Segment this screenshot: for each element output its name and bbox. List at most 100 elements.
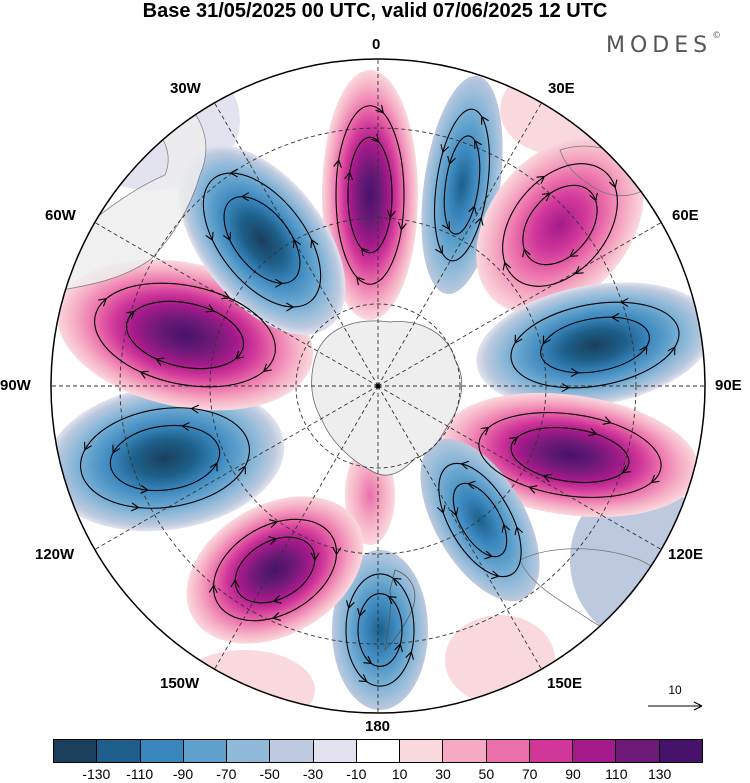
colorbar-swatch [96,740,140,762]
lon-label-0: 0 [372,36,381,53]
streamline-arrowhead [528,485,538,494]
streamline-arrowhead [392,577,402,586]
colorbar-swatch [226,740,270,762]
streamline [452,482,508,558]
lon-label-60e: 60E [672,207,699,224]
streamline-arrowhead [490,570,500,580]
streamlines [79,104,680,687]
streamline-arrowhead [466,480,476,490]
streamline [443,135,481,235]
streamline-arrowhead [357,607,366,617]
streamline-arrowhead [588,427,598,437]
streamline-arrowhead [447,155,456,165]
streamline-arrowhead [310,552,320,561]
streamline-arrowhead [468,205,477,215]
streamline-arrowhead [460,460,470,470]
streamline-arrowhead [514,526,524,536]
streamline [79,407,251,509]
streamline-arrowhead [405,650,414,660]
colorbar-swatch [572,740,616,762]
streamline [510,301,680,389]
streamline-arrowhead [332,546,342,556]
streamline-arrowhead [542,473,552,483]
colorbar-tick-label: -110 [126,766,154,782]
streamline-arrowhead [292,238,301,249]
reference-vector-arrow [648,701,703,711]
streamline-arrowhead [346,600,355,610]
colorbar-swatch [312,740,356,762]
streamline-arrowhead [208,584,218,594]
anomaly-positive-45e [476,136,644,314]
colorbar-swatch [355,740,400,762]
streamline-arrowhead [569,248,579,257]
colorbar-swatch [528,740,573,762]
weak-positive-tint [445,615,555,705]
colorbar-tick-label: -90 [172,766,194,782]
colorbar-tick-label: -10 [346,766,367,782]
modes-logo: MODES© [606,31,722,58]
streamline-arrowhead [436,504,446,514]
streamline-arrowhead [272,595,282,604]
streamline-arrowhead [274,278,284,288]
streamline-arrowhead [98,297,108,307]
streamline-arrowhead [442,221,450,231]
streamline-arrowhead [570,368,580,377]
streamline-arrowhead [310,238,319,248]
streamline [109,424,221,492]
streamline-arrowhead [502,261,512,271]
lon-label-120e: 120E [668,546,704,563]
streamline [94,282,276,388]
colorbar-tick-label: -30 [302,766,324,782]
streamline-arrowhead [139,370,149,379]
streamline [335,105,405,285]
map-border [50,58,706,714]
new-zealand [384,569,416,652]
streamline-arrowhead [536,175,546,185]
map-title: Base 31/05/2025 00 UTC, valid 07/06/2025… [142,0,608,22]
streamline-arrowhead [286,302,295,312]
streamline [540,316,650,374]
colorbar-swatch [485,740,529,762]
colorbar-swatch [399,740,443,762]
streamline-arrowhead [509,436,519,445]
colorbar-swatch [658,740,702,762]
lon-label-60w: 60W [45,207,76,224]
streamline-arrowhead [501,523,511,533]
meridian-line [214,385,379,670]
streamline-arrowhead [358,674,368,683]
streamline-arrowhead [619,297,629,307]
lon-label-150e: 150E [547,675,583,692]
colorbar-tick-label: 10 [391,766,408,782]
streamline [438,462,522,578]
colorbar-swatch [139,740,183,762]
streamline [502,163,618,287]
anomaly-negative-25w [178,145,346,335]
colorbar-tick-label: 30 [435,766,451,782]
streamline-arrowhead [541,193,551,202]
colorbar-tick-label: 130 [647,766,672,782]
colorbar-tick-label: -130 [82,766,111,782]
streamline-arrowhead [181,422,190,432]
streamline-arrowhead [205,304,215,313]
streamline [223,196,301,284]
colorbar-tick-label: 110 [605,766,628,782]
streamline-arrowhead [480,426,490,436]
lon-label-30w: 30W [170,80,201,97]
colorbar-swatch [615,740,659,762]
streamline-arrowhead [610,313,620,322]
streamline-arrowhead [481,115,489,125]
colorbar-swatch [269,740,313,762]
streamline [347,136,393,254]
lon-label-90e: 90E [715,377,742,394]
colorbar-tick-label: 50 [478,766,495,782]
streamline-arrowhead [514,334,523,344]
streamline-arrowhead [440,144,450,154]
streamline-arrowhead [155,357,165,366]
streamline [234,536,316,604]
streamline-arrowhead [650,474,660,484]
brand-mark: © [712,31,722,41]
colorbar [53,739,703,763]
anomaly-positive-140w [186,496,364,644]
streamline-arrowhead [356,276,365,286]
